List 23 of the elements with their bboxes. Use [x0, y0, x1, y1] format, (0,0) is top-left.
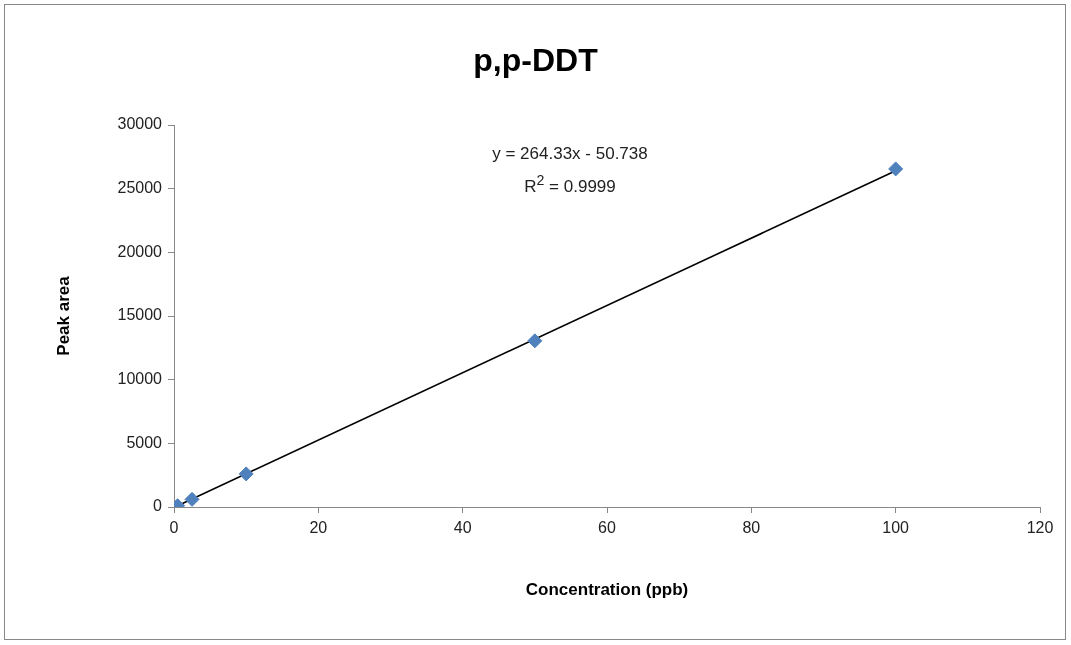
- x-tick-label: 100: [882, 519, 910, 537]
- x-tick-label: 40: [453, 519, 472, 537]
- x-tick-label: 120: [1026, 519, 1054, 537]
- y-tick-label: 10000: [117, 370, 163, 388]
- chart-title: p,p-DDT: [472, 42, 599, 79]
- point: [888, 161, 904, 177]
- y-tick-label: 30000: [117, 115, 163, 133]
- x-axis-title: Concentration (ppb): [525, 580, 689, 600]
- annotation: R$^{2}$ = 0.9999: [523, 171, 617, 198]
- x-tick-label: 60: [598, 519, 616, 537]
- annotation: y = 264.33x - 50.738: [491, 143, 649, 165]
- x-tick-label: 0: [169, 519, 179, 537]
- x-tick-label: 20: [309, 519, 328, 537]
- y-tick-label: 0: [153, 497, 163, 515]
- x-tick-label: 80: [742, 519, 761, 537]
- y-tick-label: 15000: [117, 306, 163, 324]
- point: [527, 333, 543, 349]
- y-tick-label: 5000: [126, 433, 163, 451]
- point: [238, 466, 254, 482]
- y-axis-title: Peak area: [53, 275, 73, 356]
- y-tick-label: 25000: [117, 179, 163, 197]
- y-tick-label: 20000: [117, 242, 163, 260]
- point: [184, 491, 200, 507]
